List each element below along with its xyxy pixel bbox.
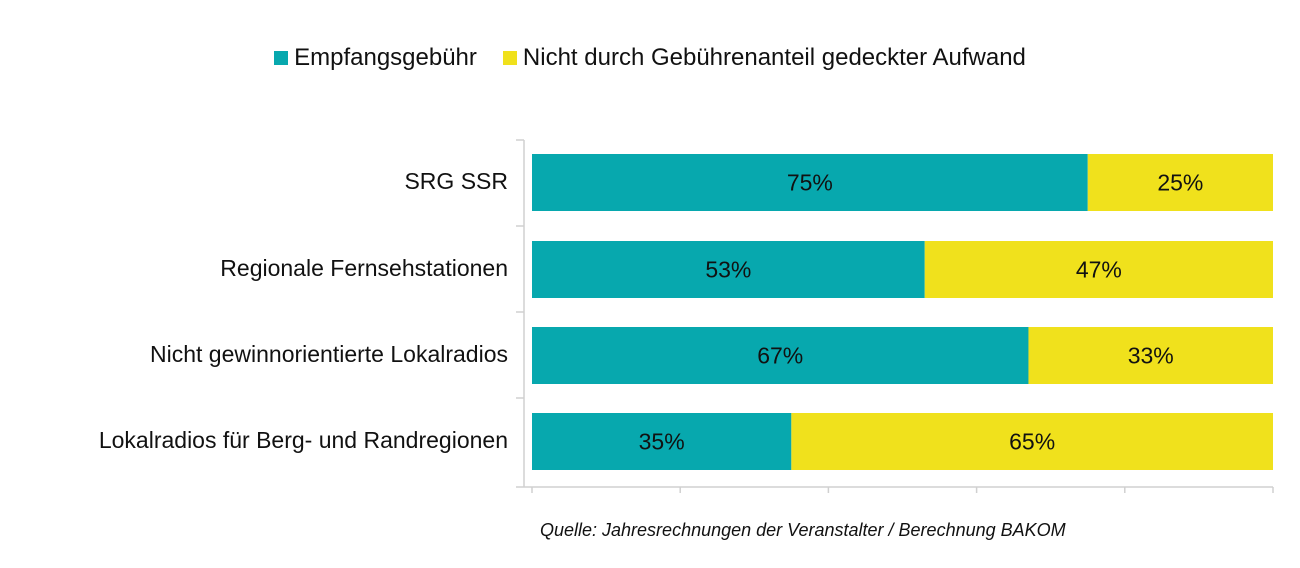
bar-segment xyxy=(791,413,1273,470)
data-label: 35% xyxy=(639,429,685,455)
legend: Empfangsgebühr Nicht durch Gebührenantei… xyxy=(0,44,1300,72)
legend-swatch xyxy=(502,51,517,65)
bar-segment xyxy=(532,154,1088,211)
data-label: 75% xyxy=(787,170,833,196)
legend-swatch xyxy=(274,51,289,65)
legend-label: Nicht durch Gebührenanteil gedeckter Auf… xyxy=(522,44,1026,71)
legend-item-empfangsgebuehr: Empfangsgebühr xyxy=(274,44,477,72)
data-label: 53% xyxy=(705,257,751,283)
bar-segment xyxy=(924,241,1273,298)
category-label: SRG SSR xyxy=(404,168,508,194)
bar-segment xyxy=(1028,327,1273,384)
category-label: Regionale Fernsehstationen xyxy=(220,255,508,281)
legend-label: Empfangsgebühr xyxy=(294,44,477,71)
bar-segment xyxy=(532,241,925,298)
bar-segment xyxy=(1087,154,1273,211)
bar-segment xyxy=(532,327,1029,384)
category-label: Nicht gewinnorientierte Lokalradios xyxy=(150,341,508,367)
bar-segment xyxy=(532,413,792,470)
legend-item-aufwand: Nicht durch Gebührenanteil gedeckter Auf… xyxy=(502,44,1026,72)
data-label: 33% xyxy=(1128,343,1174,369)
data-label: 25% xyxy=(1157,170,1203,196)
data-label: 47% xyxy=(1076,257,1122,283)
source-note: Quelle: Jahresrechnungen der Veranstalte… xyxy=(540,520,1066,540)
category-label: Lokalradios für Berg- und Randregionen xyxy=(98,427,508,453)
data-label: 67% xyxy=(757,343,803,369)
data-label: 65% xyxy=(1009,429,1055,455)
